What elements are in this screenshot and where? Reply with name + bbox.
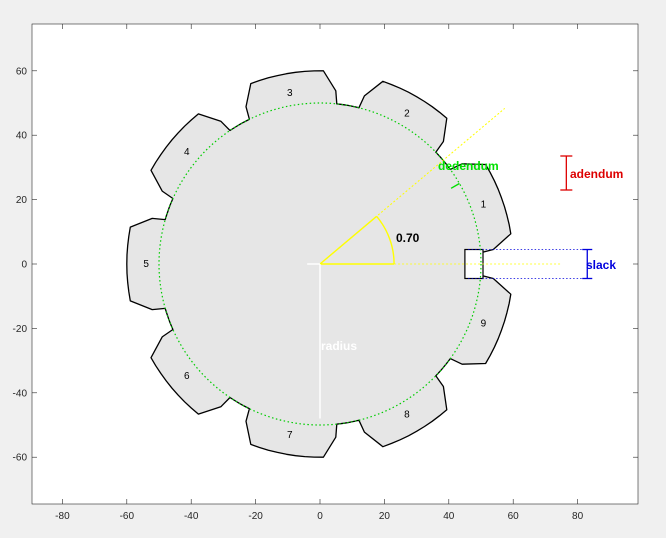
dedendum-label: dedendum: [438, 159, 499, 173]
tooth-label: 7: [287, 430, 293, 441]
angle-value-label: 0.70: [396, 231, 420, 245]
radius-label: radius: [321, 339, 357, 353]
angle-arc: [376, 215, 395, 265]
tooth-label: 8: [404, 410, 410, 421]
y-tick-label: 40: [16, 131, 28, 142]
slack-label: slack: [586, 258, 616, 272]
y-tick-label: 0: [21, 260, 27, 271]
x-tick-label: 20: [379, 511, 391, 522]
x-tick-label: 0: [317, 511, 323, 522]
tooth-label: 1: [481, 200, 487, 211]
x-tick-label: 40: [443, 511, 455, 522]
angle-ray-extension: [319, 108, 506, 265]
x-tick-label: -60: [120, 511, 135, 522]
pitch-circle: [158, 102, 482, 426]
tooth-label: 5: [143, 259, 149, 270]
x-tick-label: 80: [572, 511, 584, 522]
tooth-label: 6: [184, 371, 190, 382]
tooth-label: 4: [184, 147, 190, 158]
axis-ticks: -80 -60 -40 -20 0 20 40 60 80 60 40 20 0 -20 -40 -60: [13, 24, 638, 522]
dedendum-marker: [450, 182, 460, 189]
y-tick-label: 20: [16, 195, 28, 206]
x-tick-label: -40: [184, 511, 199, 522]
y-tick-label: -40: [13, 388, 28, 399]
x-tick-label: -80: [55, 511, 70, 522]
tooth-label: 2: [404, 108, 410, 119]
adendum-label: adendum: [570, 167, 623, 181]
tooth-label: 9: [481, 319, 487, 330]
y-tick-label: -60: [13, 453, 28, 464]
annotation-layer: [158, 102, 593, 426]
x-tick-label: -20: [248, 511, 263, 522]
y-tick-label: -20: [13, 324, 28, 335]
x-tick-label: 60: [508, 511, 520, 522]
tooth-label: 3: [287, 88, 293, 99]
axes-box: [31, 23, 639, 505]
y-tick-label: 60: [16, 66, 28, 77]
